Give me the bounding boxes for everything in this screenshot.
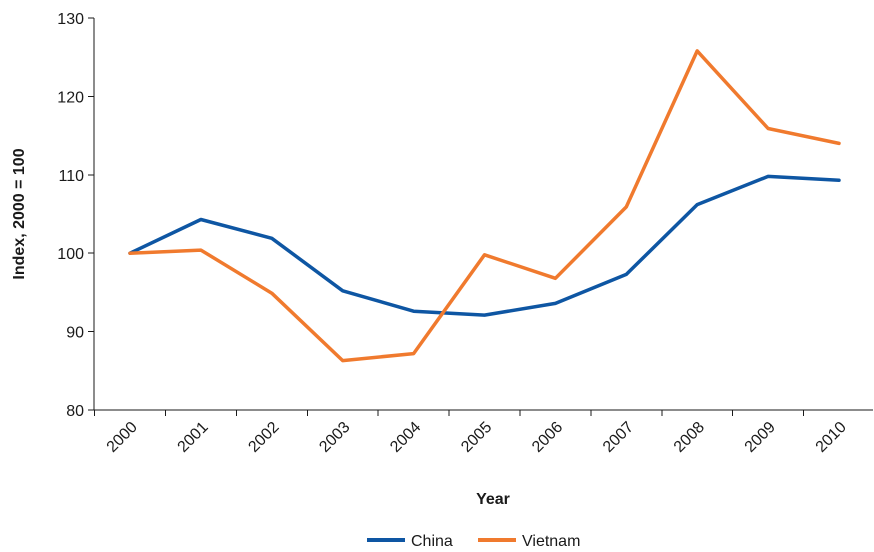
y-tick-label: 100: [57, 246, 84, 263]
y-tick-label: 80: [66, 403, 84, 420]
series-line-china: [128, 174, 841, 317]
y-axis: 80 90 100 110 120 130: [57, 11, 95, 420]
series-lines: [128, 49, 841, 363]
y-tick-label: 90: [66, 325, 84, 342]
x-tick-label: 2004: [387, 419, 424, 456]
series-line-vietnam: [128, 49, 841, 363]
x-tick-label: 2008: [671, 419, 708, 456]
x-tick-label: 2010: [813, 419, 850, 456]
y-tick-label: 120: [57, 89, 84, 106]
legend-label-china: China: [411, 533, 453, 550]
x-tick-label: 2007: [600, 419, 637, 456]
x-tick-label: 2006: [529, 419, 566, 456]
x-tick-label: 2003: [316, 419, 353, 456]
legend: China Vietnam: [367, 533, 580, 550]
y-axis-title: Index, 2000 = 100: [11, 148, 28, 279]
x-tick-label: 2002: [245, 419, 282, 456]
y-tick-label: 110: [58, 168, 84, 185]
x-axis-title: Year: [476, 491, 510, 508]
x-tick-label: 2009: [742, 419, 779, 456]
x-tick-label: 2000: [104, 419, 141, 456]
x-tick-label: 2005: [458, 419, 495, 456]
legend-label-vietnam: Vietnam: [522, 533, 580, 550]
x-axis: 2000 2001 2002 2003 2004 2005 2006 2007 2008 2009…: [94, 409, 874, 456]
x-tick-label: 2001: [175, 419, 212, 456]
y-tick-label: 130: [57, 11, 84, 28]
